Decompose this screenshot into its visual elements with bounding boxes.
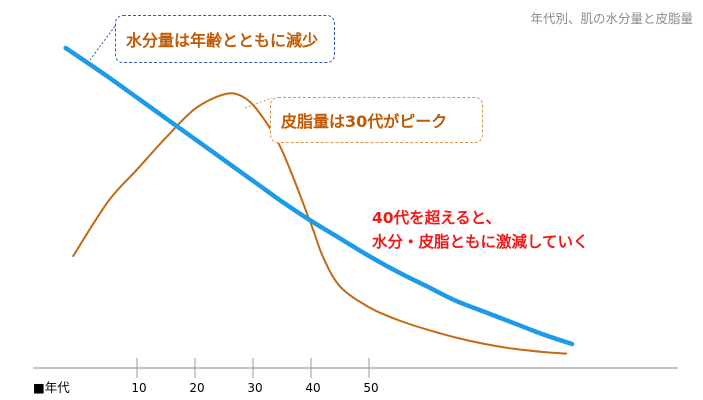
sebum-series-line (72, 92, 568, 355)
x-tick-label-50: 50 (363, 381, 378, 395)
water-series-line (63, 45, 575, 347)
chart-title: 年代別、肌の水分量と皮脂量 (530, 11, 693, 26)
x-tick-label-40: 40 (305, 381, 320, 395)
x-axis-label: ■年代 (33, 380, 70, 395)
annotation-line-2: 水分・皮脂ともに激減していく (372, 233, 589, 251)
water-callout-leader (89, 21, 119, 61)
x-tick-label-20: 20 (189, 381, 204, 395)
annotation-note: 40代を超えると、 水分・皮脂ともに激減していく (372, 206, 589, 254)
sebum-callout-leader (244, 97, 273, 109)
water-callout: 水分量は年齢とともに減少 (115, 15, 335, 63)
x-tick-label-10: 10 (131, 381, 146, 395)
x-tick-label-30: 30 (247, 381, 262, 395)
sebum-callout: 皮脂量は30代がピーク (270, 97, 483, 143)
annotation-line-1: 40代を超えると、 (372, 209, 501, 227)
